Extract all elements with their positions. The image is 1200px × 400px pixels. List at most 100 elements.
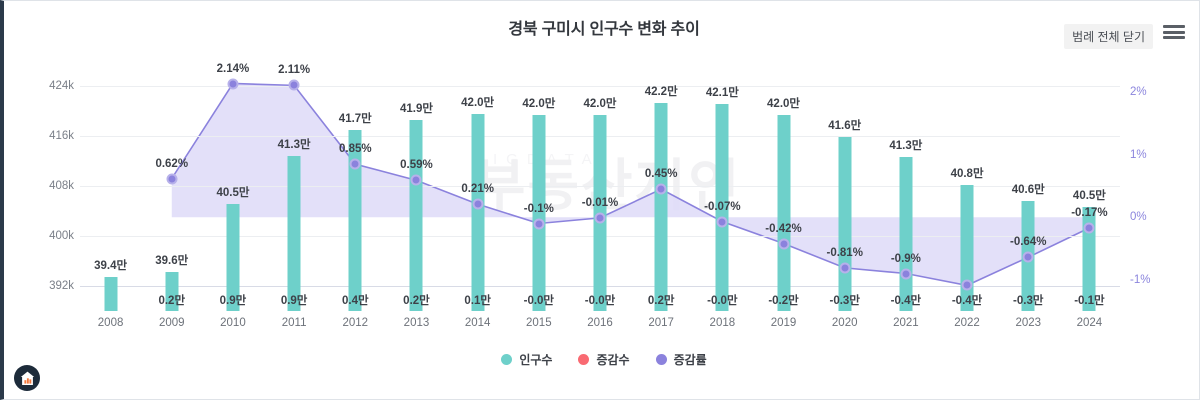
growth-rate-point[interactable] xyxy=(716,216,728,228)
population-change-label: 0.2만 xyxy=(158,295,186,307)
population-change-label: 0.2만 xyxy=(647,295,675,307)
growth-rate-point[interactable] xyxy=(900,268,912,279)
growth-rate-label: -0.81% xyxy=(826,246,863,259)
y-axis-left-tick: 416k xyxy=(49,130,74,142)
population-change-label: 0.9만 xyxy=(219,295,247,307)
population-change-label: -0.4만 xyxy=(890,295,922,307)
population-change-label: 0.4만 xyxy=(341,295,369,307)
growth-rate-point[interactable] xyxy=(533,218,545,229)
population-bar[interactable] xyxy=(409,119,423,311)
x-axis-tick: 2010 xyxy=(220,317,246,329)
growth-rate-point[interactable] xyxy=(961,279,973,291)
growth-rate-label: 0.62% xyxy=(155,157,189,170)
growth-rate-point[interactable] xyxy=(227,78,239,89)
population-bar[interactable] xyxy=(715,104,729,311)
y-axis-left-tick: 424k xyxy=(49,80,74,92)
population-change-label: -0.1만 xyxy=(1074,295,1105,307)
population-value-label: 42.0만 xyxy=(767,97,800,110)
legend-item-0[interactable]: 인구수 xyxy=(501,351,552,368)
population-bar[interactable] xyxy=(104,276,118,311)
chart-legend: 인구수 증감수 증감률 xyxy=(4,351,1199,368)
growth-rate-point[interactable] xyxy=(839,262,851,274)
population-change-label: -0.4만 xyxy=(951,295,983,307)
growth-rate-label: -0.17% xyxy=(1071,206,1108,219)
population-value-label: 42.0만 xyxy=(461,97,495,110)
population-bar[interactable] xyxy=(777,114,791,311)
population-bar[interactable] xyxy=(838,137,852,311)
population-value-label: 42.0만 xyxy=(583,97,617,110)
site-logo[interactable] xyxy=(14,365,40,391)
x-axis-tick: 2013 xyxy=(403,317,430,329)
population-bar[interactable] xyxy=(654,102,668,311)
growth-rate-point[interactable] xyxy=(1022,251,1034,263)
population-bar[interactable] xyxy=(226,203,240,311)
growth-rate-label: 2.14% xyxy=(216,62,250,75)
growth-rate-point[interactable] xyxy=(349,158,361,170)
population-value-label: 40.5만 xyxy=(216,186,250,199)
legend-item-2[interactable]: 증감률 xyxy=(655,351,707,368)
x-axis-tick: 2014 xyxy=(464,317,491,329)
growth-rate-label: 0.45% xyxy=(644,168,678,181)
population-value-label: 40.5만 xyxy=(1072,189,1106,202)
population-value-label: 41.7만 xyxy=(338,113,372,126)
population-value-label: 41.3만 xyxy=(889,140,923,153)
growth-rate-label: -0.1% xyxy=(523,202,554,215)
y-axis-right-tick: 0% xyxy=(1130,211,1147,224)
population-bar[interactable] xyxy=(532,114,546,311)
hamburger-bar-2 xyxy=(1163,30,1185,34)
x-axis-tick: 2022 xyxy=(954,317,980,329)
legend-color-dot xyxy=(655,354,667,365)
page-title: 경북 구미시 인구수 변화 추이 xyxy=(508,21,700,38)
population-change-label: -0.3만 xyxy=(829,295,860,307)
growth-rate-point[interactable] xyxy=(288,79,300,91)
legend-item-1[interactable]: 증감수 xyxy=(578,351,630,368)
x-axis-tick: 2023 xyxy=(1015,317,1042,329)
growth-rate-point[interactable] xyxy=(594,212,606,224)
population-value-label: 39.4만 xyxy=(94,259,128,272)
growth-rate-point[interactable] xyxy=(778,238,790,249)
population-value-label: 40.6만 xyxy=(1011,184,1045,196)
x-axis-tick: 2021 xyxy=(893,317,919,329)
hamburger-menu-icon[interactable] xyxy=(1163,23,1185,41)
population-change-label: 0.1만 xyxy=(464,295,491,307)
legend-label: 증감률 xyxy=(673,353,707,367)
growth-rate-point[interactable] xyxy=(166,173,178,184)
x-axis-tick: 2008 xyxy=(97,317,124,329)
x-axis-tick: 2012 xyxy=(342,317,369,329)
population-bar[interactable] xyxy=(960,185,974,311)
population-bar[interactable] xyxy=(287,156,301,311)
growth-rate-label: 2.11% xyxy=(278,64,311,77)
x-axis-tick: 2017 xyxy=(648,317,674,329)
x-axis-tick: 2016 xyxy=(587,317,613,329)
population-value-label: 42.2만 xyxy=(644,85,678,98)
population-value-label: 40.8만 xyxy=(950,168,984,181)
gridline xyxy=(80,86,1120,87)
x-axis-tick: 2011 xyxy=(281,317,307,329)
population-change-label: 0.2만 xyxy=(403,295,430,307)
growth-rate-point[interactable] xyxy=(1083,222,1095,234)
growth-rate-label: 0.59% xyxy=(400,159,433,172)
population-change-label: -0.0만 xyxy=(523,295,555,307)
population-change-label: -0.0만 xyxy=(707,295,738,307)
population-bar[interactable] xyxy=(165,271,179,311)
population-bar[interactable] xyxy=(899,157,913,311)
population-change-label: 0.9만 xyxy=(280,295,308,307)
home-chart-icon xyxy=(20,371,34,385)
legend-close-all-button[interactable]: 범례 전체 닫기 xyxy=(1064,24,1153,49)
y-axis-right-tick: -1% xyxy=(1130,273,1151,286)
population-value-label: 41.6만 xyxy=(828,120,862,133)
hamburger-bar-1 xyxy=(1163,25,1185,28)
population-bar[interactable] xyxy=(471,114,485,311)
growth-rate-point[interactable] xyxy=(655,183,667,195)
y-axis-left-tick: 408k xyxy=(49,180,74,192)
growth-rate-label: -0.07% xyxy=(704,200,741,213)
population-value-label: 39.6만 xyxy=(155,254,189,267)
x-axis-tick: 2018 xyxy=(709,317,736,329)
population-bar[interactable] xyxy=(348,130,362,311)
growth-rate-label: -0.64% xyxy=(1010,236,1047,249)
x-axis-tick: 2015 xyxy=(526,317,552,329)
y-axis-right-tick: 1% xyxy=(1130,148,1147,161)
growth-rate-point[interactable] xyxy=(410,174,422,186)
growth-rate-point[interactable] xyxy=(472,198,484,210)
